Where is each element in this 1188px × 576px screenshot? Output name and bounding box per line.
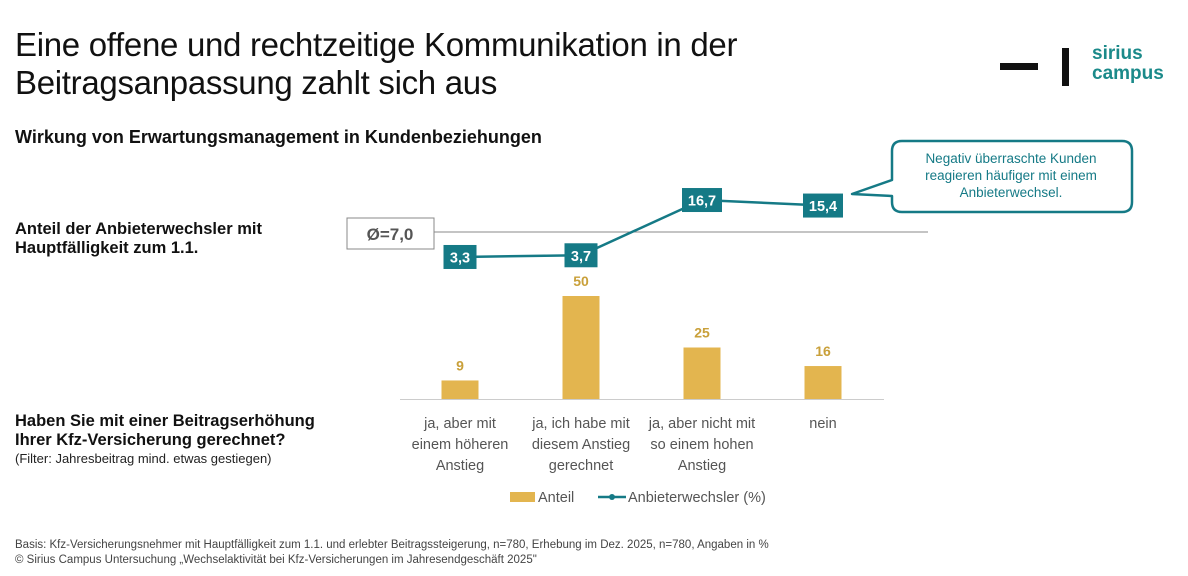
x-axis: ja, aber mit einem höheren Anstieg ja, ich … — [400, 399, 884, 474]
footer-basis: Basis: Kfz-Versicherungsnehmer mit Haupt… — [15, 539, 769, 551]
category-label: gerechnet — [549, 458, 614, 474]
bar-value-label: 50 — [573, 273, 589, 289]
footer-copyright: © Sirius Campus Untersuchung „Wechselakt… — [15, 554, 537, 566]
chart-legend: Anteil Anbieterwechsler (%) — [510, 490, 766, 506]
page-title: Eine offene und rechtzeitige Kommunikati… — [15, 26, 737, 102]
category-label: ja, aber mit — [423, 416, 496, 432]
bar-value-label: 9 — [456, 357, 464, 373]
line-series: 3,3 3,7 16,7 15,4 — [443, 188, 843, 269]
callout-text-line: Negativ überraschte Kunden — [925, 151, 1096, 166]
category-label: ja, aber nicht mit — [648, 416, 755, 432]
sirius-campus-logo: sirius campus — [998, 44, 1178, 90]
logo-bar-icon — [1062, 48, 1069, 86]
bar-series: 9 50 25 16 — [441, 273, 842, 399]
bar-series-question: Haben Sie mit einer Beitragserhöhung Ihr… — [15, 412, 315, 450]
line-value-label: 3,3 — [450, 250, 470, 266]
legend-bar-swatch — [510, 492, 535, 502]
bar-1 — [441, 380, 479, 399]
line-point-marker — [443, 244, 477, 269]
question-line-1: Haben Sie mit einer Beitragserhöhung — [15, 412, 315, 430]
legend-line-marker — [609, 494, 615, 500]
title-line-2: Beitragsanpassung zahlt sich aus — [15, 64, 498, 101]
logo-line-1: sirius — [1092, 43, 1143, 64]
line-series-label: Anteil der Anbieterwechsler mit Hauptfäl… — [15, 220, 262, 258]
category-label: Anstieg — [678, 458, 726, 474]
bar-2 — [562, 296, 600, 399]
callout: Negativ überraschte Kunden reagieren häuf… — [850, 139, 1134, 214]
bar-3 — [683, 347, 721, 399]
bar-value-label: 16 — [815, 343, 831, 359]
average-reference: Ø=7,0 — [346, 217, 928, 250]
logo-line-2: campus — [1092, 63, 1164, 84]
question-line-2: Ihrer Kfz-Versicherung gerechnet? — [15, 431, 286, 449]
average-box — [346, 217, 435, 250]
line-point-marker — [564, 243, 598, 268]
average-label: Ø=7,0 — [367, 225, 414, 244]
category-label: Anstieg — [436, 458, 484, 474]
logo-text: sirius campus — [1092, 44, 1164, 84]
category-label: ja, ich habe mit — [531, 416, 630, 432]
category-label: diesem Anstieg — [532, 437, 630, 453]
footer-source: Basis: Kfz-Versicherungsnehmer mit Haupt… — [15, 538, 769, 568]
logo-dash-icon — [1000, 63, 1038, 70]
category-label: nein — [809, 416, 836, 432]
category-label: einem höheren — [412, 437, 509, 453]
line-path — [459, 198, 824, 259]
callout-text-line: reagieren häufiger mit einem — [925, 168, 1097, 183]
category-label: so einem hohen — [650, 437, 753, 453]
line-label-2: Hauptfälligkeit zum 1.1. — [15, 239, 199, 257]
bar-4 — [804, 366, 842, 399]
legend-label-anbieterwechsler: Anbieterwechsler (%) — [628, 490, 766, 506]
title-line-1: Eine offene und rechtzeitige Kommunikati… — [15, 26, 738, 63]
callout-bubble — [850, 139, 1134, 214]
chart-subtitle: Wirkung von Erwartungsmanagement in Kund… — [15, 127, 542, 147]
line-label-1: Anteil der Anbieterwechsler mit — [15, 220, 262, 238]
line-point-marker — [682, 188, 722, 213]
legend-label-anteil: Anteil — [538, 490, 574, 506]
line-value-label: 16,7 — [688, 194, 716, 210]
callout-text-line: Anbieterwechsel. — [960, 185, 1063, 200]
line-value-label: 3,7 — [571, 249, 591, 265]
question-filter-note: (Filter: Jahresbeitrag mind. etwas gesti… — [15, 451, 272, 466]
line-point-marker — [803, 193, 843, 218]
line-value-label: 15,4 — [809, 199, 837, 215]
bar-value-label: 25 — [694, 325, 710, 341]
